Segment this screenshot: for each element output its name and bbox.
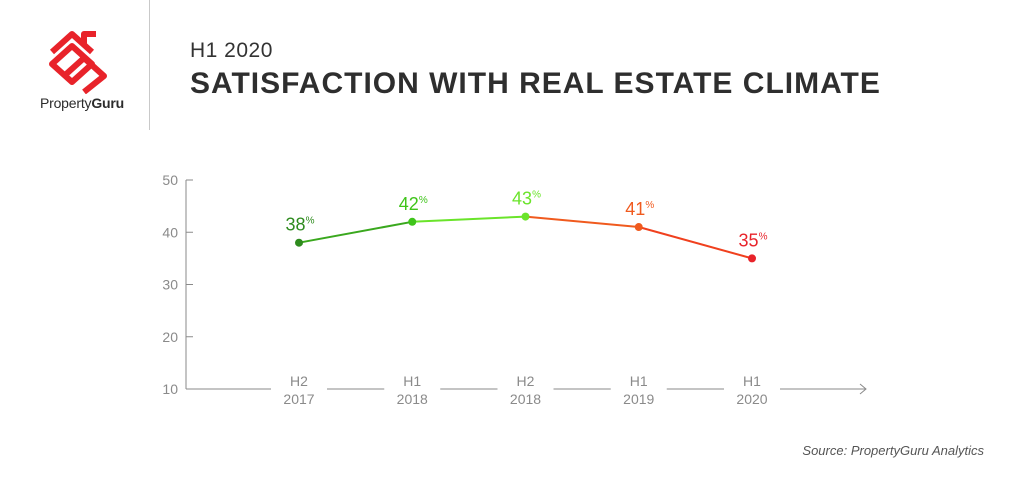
source-note: Source: PropertyGuru Analytics xyxy=(802,443,984,458)
data-label: 35% xyxy=(739,230,768,250)
y-tick-label: 30 xyxy=(162,277,178,293)
series-line-segment xyxy=(638,226,753,260)
series-line-segment xyxy=(412,215,526,223)
data-label: 42% xyxy=(399,194,428,214)
y-tick-label: 40 xyxy=(162,224,178,240)
x-tick-label: H2 xyxy=(517,373,535,389)
chart-title: SATISFACTION WITH REAL ESTATE CLIMATE xyxy=(190,67,881,100)
x-tick-label: 2017 xyxy=(283,391,314,407)
x-tick-label: H1 xyxy=(743,373,761,389)
y-tick-label: 50 xyxy=(162,172,178,188)
data-point xyxy=(295,238,303,247)
header-divider xyxy=(149,0,150,130)
series-line-segment xyxy=(525,215,639,229)
data-label: 41% xyxy=(625,199,654,219)
x-tick-label: H2 xyxy=(290,373,308,389)
chart-subtitle: H1 2020 xyxy=(190,39,273,62)
x-tick-label: H1 xyxy=(403,373,421,389)
x-tick-label: 2018 xyxy=(397,391,428,407)
data-label: 43% xyxy=(512,189,541,209)
data-point xyxy=(521,212,530,221)
x-axis-arrow-icon xyxy=(859,383,867,395)
y-tick-label: 20 xyxy=(162,329,178,345)
x-tick-label: 2018 xyxy=(510,391,541,407)
x-tick-label: 2019 xyxy=(623,391,654,407)
series-line-segment xyxy=(298,220,413,244)
x-tick-label: H1 xyxy=(630,373,648,389)
data-point xyxy=(634,223,643,232)
y-tick-label: 10 xyxy=(162,381,178,397)
data-label: 38% xyxy=(286,215,315,235)
data-point xyxy=(748,254,756,263)
propertyguru-logo: PropertyGuru xyxy=(28,24,138,124)
data-point xyxy=(408,217,417,226)
house-logo-icon xyxy=(49,31,107,94)
x-tick-label: 2020 xyxy=(736,391,767,407)
brand-name: PropertyGuru xyxy=(40,95,124,111)
